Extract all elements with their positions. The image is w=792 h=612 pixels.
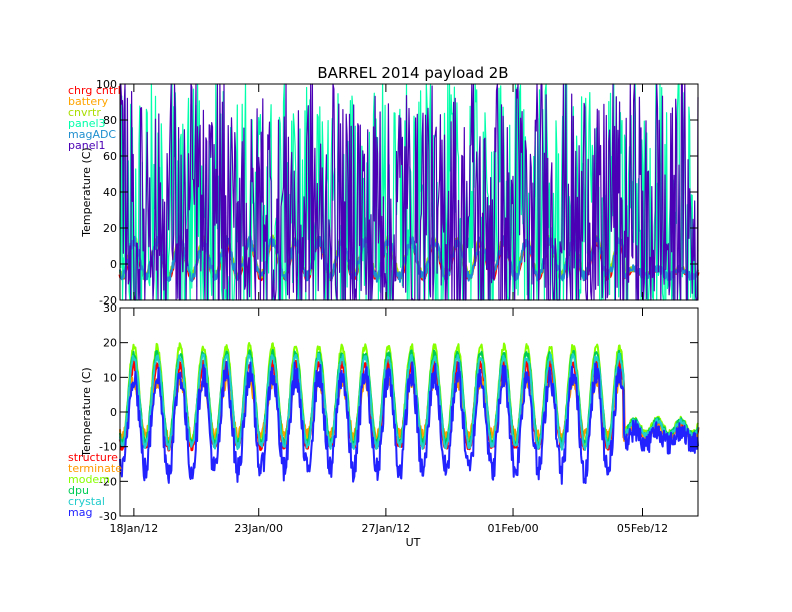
x-tick-label: 05Feb/12 — [617, 522, 668, 535]
legend-entry: structure — [68, 451, 118, 464]
y-tick-label: 100 — [96, 78, 117, 91]
series-line-panel1 — [119, 83, 699, 301]
legend-entry: panel3 — [68, 117, 106, 130]
legend-entry: dpu — [68, 484, 89, 497]
legend-entry: mag — [68, 506, 92, 519]
y-tick-label: 60 — [103, 150, 117, 163]
y-tick-label: 40 — [103, 186, 117, 199]
chart-title: BARREL 2014 payload 2B — [317, 64, 508, 82]
x-tick-label: 23Jan/00 — [234, 522, 283, 535]
legend-entry: panel1 — [68, 139, 106, 152]
series-line-mag — [119, 361, 699, 485]
y-tick-label: -30 — [99, 510, 117, 523]
legend-entry: chrg cntrl — [68, 84, 121, 97]
y-tick-label: 20 — [103, 337, 117, 350]
y-tick-label: -20 — [99, 475, 117, 488]
legend-entry: battery — [68, 95, 109, 108]
y-tick-label: -20 — [99, 294, 117, 307]
panel-top: -20 0 20 40 60 80 100 Temperature (C) chrg cntrl… — [68, 78, 700, 307]
x-tick-label: 18Jan/12 — [110, 522, 159, 535]
y-tick-label: 0 — [110, 406, 117, 419]
y-tick-label: 20 — [103, 222, 117, 235]
x-tick-label: 01Feb/00 — [487, 522, 538, 535]
y-tick-label: 0 — [110, 258, 117, 271]
y-tick-label: 10 — [103, 371, 117, 384]
y-axis-label: Temperature (C) — [80, 367, 93, 457]
legend-entry: terminate — [68, 462, 122, 475]
y-tick-label: 80 — [103, 114, 117, 127]
legend-entry: crystal — [68, 495, 105, 508]
y-tick-label: 30 — [103, 302, 117, 315]
y-tick-label: -10 — [99, 441, 117, 454]
panel-bottom: -30 -20 -10 0 10 20 30 Temperature (C)structure… — [68, 302, 700, 535]
y-axis-label: Temperature (C) — [80, 147, 93, 237]
x-axis-label: UT — [406, 536, 421, 549]
legend-entry: cnvrtr — [68, 106, 101, 119]
x-tick-label: 27Jan/12 — [362, 522, 411, 535]
series-line-crystal — [119, 352, 699, 451]
legend-entry: magADC — [68, 128, 116, 141]
legend-entry: modem — [68, 473, 110, 486]
